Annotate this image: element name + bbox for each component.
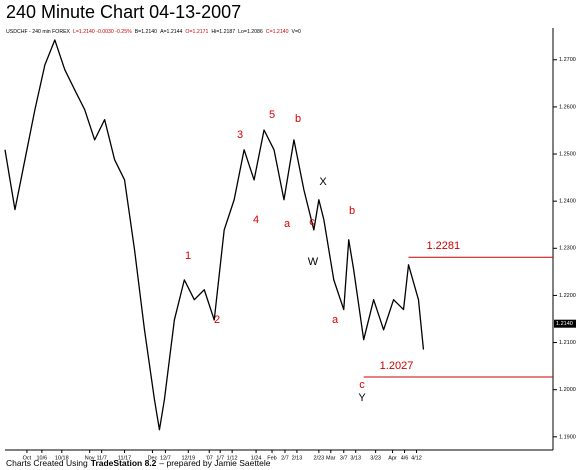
wave-label: 3 (237, 129, 243, 141)
header-item: C=1.2140 (266, 29, 289, 35)
x-tick-label: 11/17 (118, 455, 131, 461)
x-tick-label: Feb (267, 455, 276, 461)
x-tick-label: 1/7 (216, 455, 224, 461)
x-tick-label: 10/18 (55, 455, 69, 461)
header-item: A=1.2144 (160, 29, 182, 35)
x-tick-label: Mar (326, 455, 336, 461)
wave-label: b (295, 113, 301, 125)
x-tick-label: 4/12 (411, 455, 422, 461)
header-item: B=1.2140 (135, 29, 157, 35)
wave-label: Y (358, 392, 366, 404)
y-tick-label: 1.2300 (559, 246, 576, 252)
y-tick-label: 1.2200 (559, 293, 576, 299)
wave-label: 1 (185, 250, 191, 262)
y-tick-label: 1.2100 (559, 340, 576, 346)
x-tick-label: 1/12 (227, 455, 238, 461)
x-tick-label: Nov (85, 455, 95, 461)
wave-label: X (319, 176, 327, 188)
x-tick-label: 2/23 (313, 455, 324, 461)
header-item: V=0 (291, 29, 300, 35)
x-tick-label: '07 (206, 455, 213, 461)
footer-item: Charts Created Using (6, 458, 88, 468)
x-tick-label: 3/13 (350, 455, 361, 461)
x-tick-label: 4/6 (401, 455, 409, 461)
footer-item: TradeStation 8.2 (91, 458, 157, 468)
wave-label: a (284, 218, 291, 230)
wave-label: c (309, 216, 315, 228)
header-item: L=1.2140 -0.0030 -0.25% (73, 29, 132, 35)
chart-title: 240 Minute Chart 04-13-2007 (6, 2, 241, 22)
y-tick-label: 1.2000 (559, 387, 576, 393)
wave-label: W (308, 256, 319, 268)
x-tick-label: 1/24 (251, 455, 262, 461)
x-tick-label: 10/6 (37, 455, 48, 461)
x-tick-label: 12/19 (181, 455, 195, 461)
x-tick-label: 11/7 (96, 455, 106, 461)
header-item: O=1.2171 (185, 29, 208, 35)
x-tick-label: 2/7 (281, 455, 289, 461)
y-tick-label: 1.2700 (559, 57, 576, 63)
header-item: USDCHF - 240 min FOREX (6, 29, 71, 35)
header-item: Hi=1.2187 (211, 29, 235, 35)
last-price-label: 1.2140 (556, 321, 573, 327)
wave-label: 4 (253, 214, 259, 226)
y-tick-label: 1.1900 (559, 434, 576, 440)
wave-label: b (349, 205, 355, 217)
header-item: Lo=1.2086 (238, 29, 263, 35)
level-label: 1.2027 (380, 360, 414, 372)
y-tick-label: 1.2400 (559, 199, 576, 205)
wave-label: a (332, 314, 339, 326)
header-info: USDCHF - 240 min FOREX L=1.2140 -0.0030 -… (6, 29, 301, 35)
y-tick-label: 1.2500 (559, 151, 576, 157)
last-price-box (554, 319, 576, 328)
x-tick-label: 2/13 (292, 455, 303, 461)
wave-label: c (359, 379, 365, 391)
y-tick-label: 1.2600 (559, 104, 576, 110)
price-line (4, 39, 425, 431)
level-label: 1.2281 (427, 240, 461, 252)
x-tick-label: Apr (388, 455, 397, 461)
wave-label: 2 (214, 314, 220, 326)
x-tick-label: 3/7 (340, 455, 348, 461)
wave-label: 5 (269, 109, 275, 121)
x-tick-label: Oct (23, 455, 32, 461)
footer-item: – prepared by Jamie Saettele (159, 458, 270, 468)
x-tick-label: 12/7 (160, 455, 171, 461)
footer: Charts Created Using TradeStation 8.2– pr… (6, 458, 271, 468)
x-tick-label: 3/23 (370, 455, 381, 461)
x-tick-label: Dec (148, 455, 158, 461)
